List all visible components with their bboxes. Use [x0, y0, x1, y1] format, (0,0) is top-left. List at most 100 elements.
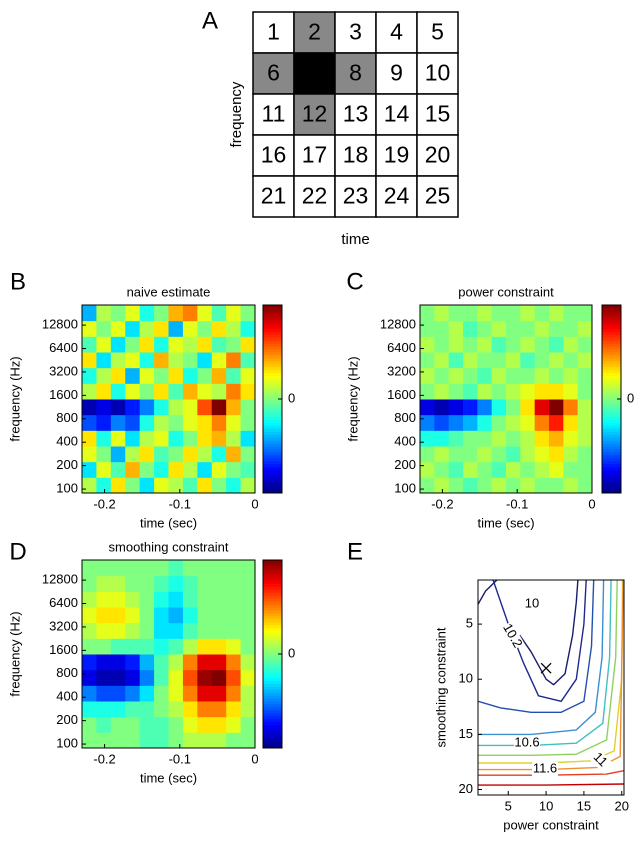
heatmap-cell	[420, 477, 435, 494]
colorbar-strip	[263, 574, 282, 579]
heatmap-cell	[139, 336, 155, 353]
heatmap-cell	[82, 399, 97, 416]
heatmap-cell	[563, 430, 579, 447]
heatmap-cell	[182, 352, 198, 369]
heatmap-cell	[168, 732, 184, 749]
heatmap-cell	[197, 607, 213, 624]
colorbar-strip	[602, 337, 621, 341]
contour-label: 10.6	[514, 734, 539, 749]
y-tick-label: 800	[56, 665, 78, 680]
y-tick-label: 100	[394, 480, 416, 495]
colorbar-strip	[263, 742, 282, 746]
heatmap-cell	[240, 305, 256, 322]
heatmap-cell	[448, 336, 464, 353]
colorbar-strip	[263, 659, 282, 664]
plot-frame	[477, 579, 625, 796]
heatmap-cell	[506, 305, 521, 322]
plot-frame	[419, 304, 593, 494]
colorbar-strip	[263, 674, 282, 678]
heatmap-cell	[168, 430, 184, 447]
heatmap-cell	[96, 591, 112, 608]
heatmap-cell	[240, 399, 256, 416]
heatmap-cell	[154, 336, 169, 353]
heatmap-cell	[96, 352, 112, 369]
heatmap-cell	[434, 446, 450, 463]
heatmap-cell	[154, 685, 169, 702]
colorbar-strip	[263, 730, 282, 734]
heatmap-cell	[168, 638, 184, 655]
heatmap-cell	[110, 367, 126, 384]
heatmap-cell	[420, 461, 435, 478]
heatmap-cell	[240, 622, 256, 639]
colorbar-strip	[263, 560, 282, 564]
colorbar-strip	[602, 490, 621, 494]
heatmap-cell	[549, 383, 564, 400]
heatmap-cell	[563, 383, 579, 400]
colorbar-strip	[602, 331, 621, 335]
heatmap-cell	[448, 446, 464, 463]
cell-number: 20	[425, 142, 451, 168]
x-tick-label: 20	[614, 798, 628, 813]
colorbar-strip	[602, 457, 621, 462]
colorbar-strip	[263, 349, 282, 353]
heatmap-cell	[110, 575, 126, 592]
heatmap-cell	[577, 430, 593, 447]
y-tick-label: 6400	[49, 595, 78, 610]
heatmap-cell	[125, 560, 141, 577]
heatmap-cell	[197, 560, 213, 577]
cell-number: 16	[261, 142, 287, 168]
colorbar-strip	[602, 437, 621, 441]
colorbar-strip	[263, 305, 282, 309]
heatmap-cell	[211, 638, 227, 655]
grid-cell	[334, 52, 377, 95]
heatmap-cell	[96, 654, 112, 671]
cell-number: 13	[343, 101, 369, 127]
heatmap-cell	[491, 336, 507, 353]
colorbar-strip	[263, 583, 282, 587]
heatmap-cell	[226, 654, 242, 671]
colorbar-strip	[263, 665, 282, 670]
y-tick-label: 12800	[42, 572, 78, 587]
colorbar-strip	[602, 363, 621, 368]
heatmap-cell	[506, 430, 521, 447]
colorbar-strip	[602, 372, 621, 376]
heatmap-cell	[577, 461, 593, 478]
heatmap-cell	[463, 414, 478, 431]
colorbar-strip	[263, 401, 282, 406]
heatmap-cell	[82, 575, 97, 592]
cell-number: 17	[302, 142, 328, 168]
heatmap-cell	[197, 383, 213, 400]
heatmap-cell	[139, 685, 155, 702]
colorbar-strip	[263, 375, 282, 379]
colorbar-strip	[263, 689, 282, 693]
colorbar-strip	[263, 709, 282, 714]
heatmap-cell	[139, 591, 155, 608]
heatmap-cell	[110, 430, 126, 447]
colorbar-strip	[263, 721, 282, 725]
heatmap-cell	[477, 461, 493, 478]
heatmap-cell	[434, 383, 450, 400]
colorbar-strip	[602, 463, 621, 468]
heatmap-cell	[434, 399, 450, 416]
colorbar-strip	[263, 724, 282, 728]
heatmap-cell	[96, 399, 112, 416]
heatmap-cell	[211, 446, 227, 463]
heatmap-cell	[182, 461, 198, 478]
heatmap-cell	[211, 305, 227, 322]
colorbar-strip	[602, 419, 621, 423]
heatmap-cell	[520, 383, 536, 400]
heatmap-cell	[534, 430, 550, 447]
heatmap-cell	[240, 320, 256, 337]
grid-cell	[293, 175, 336, 218]
heatmap-cell	[139, 607, 155, 624]
heatmap-cell	[197, 575, 213, 592]
heatmap-cell	[96, 430, 112, 447]
colorbar-strip	[602, 381, 621, 385]
heatmap-cell	[125, 352, 141, 369]
heatmap-cell	[491, 446, 507, 463]
colorbar-strip	[263, 636, 282, 640]
heatmap-cell	[506, 477, 521, 494]
cell-number: 2	[308, 19, 321, 45]
colorbar-strip	[263, 478, 282, 482]
heatmap-cell	[182, 638, 198, 655]
